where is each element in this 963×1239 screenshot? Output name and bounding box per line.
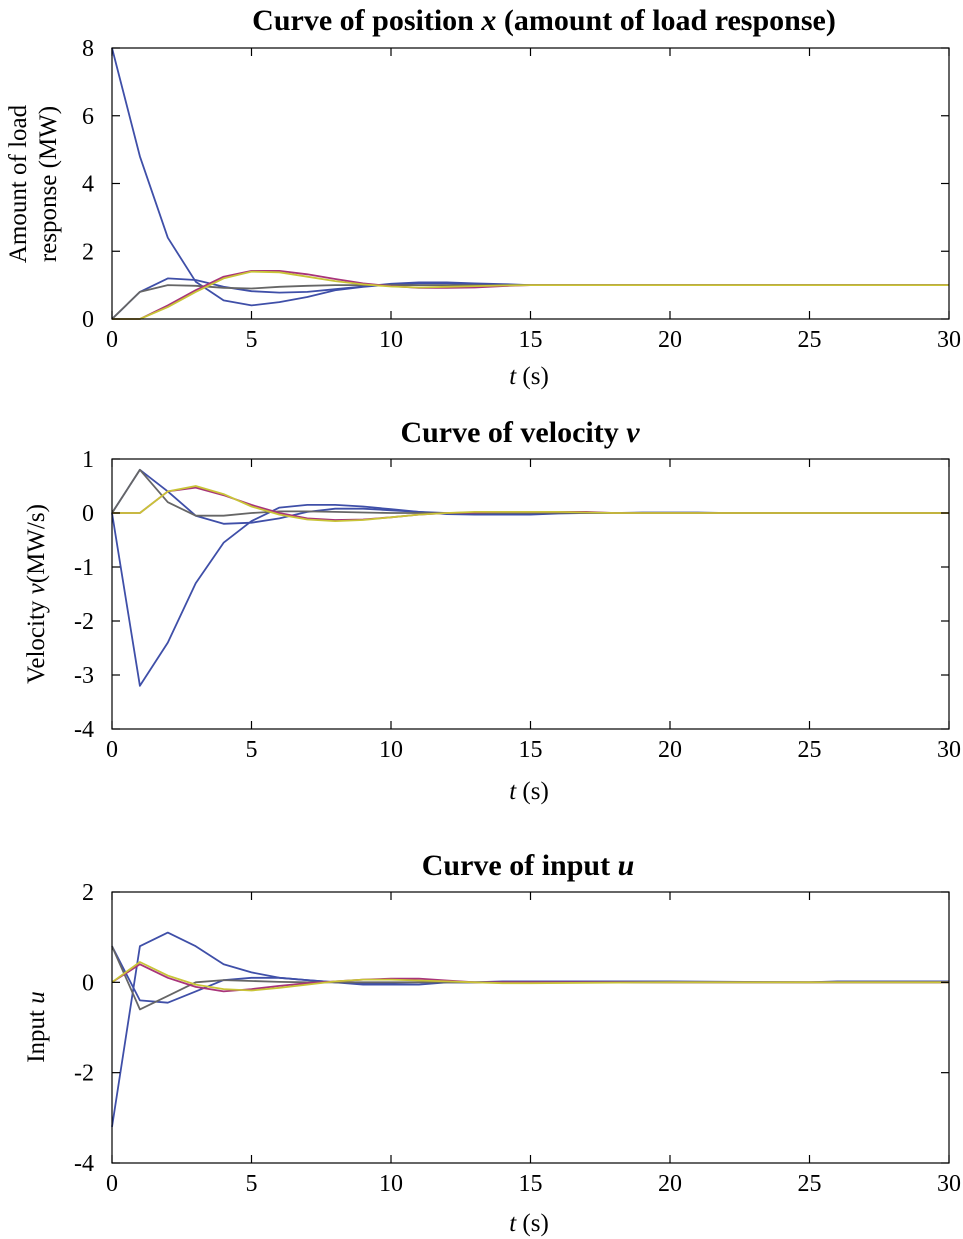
position-ytick-label: 6 [82, 104, 94, 130]
position-xtick-label: 10 [379, 327, 403, 353]
input-ytick-label: -4 [74, 1151, 94, 1177]
position-title: Curve of position x (amount of load resp… [252, 4, 836, 37]
panel-input: Curve of input u Input u t (s) 0 5 10 15 20 2… [23, 849, 961, 1237]
velocity-series-blue-1 [111, 503, 949, 687]
velocity-xtick-label: 30 [937, 737, 961, 763]
velocity-xlabel: t (s) [509, 778, 549, 805]
panel-velocity: Curve of velocity v Velocity v(MW/s) t (… [23, 416, 961, 805]
position-xtick-label: 20 [658, 327, 682, 353]
input-xtick-label: 15 [519, 1171, 543, 1197]
position-ytick-label: 0 [82, 307, 94, 333]
velocity-ytick-label: 0 [82, 501, 94, 527]
input-axes-box [111, 891, 950, 1164]
input-series-gray [111, 945, 949, 1011]
velocity-ytick-label: -3 [74, 663, 94, 689]
position-xtick-label: 30 [937, 327, 961, 353]
position-ytick-label: 8 [82, 36, 94, 62]
position-series-magenta [112, 269, 949, 320]
input-xlabel: t (s) [509, 1210, 549, 1237]
position-ytick-label: 2 [82, 239, 94, 265]
panel-position: Curve of position x (amount of load resp… [5, 4, 961, 390]
input-ytick-label: 0 [82, 970, 94, 996]
input-ylabel: Input u [23, 991, 50, 1063]
input-xtick-label: 25 [798, 1171, 822, 1197]
input-series-blue-2 [111, 945, 949, 1004]
velocity-series-yellow [112, 485, 949, 522]
input-plot-area: 0 5 10 15 20 25 30 -4 -2 0 2 [74, 880, 961, 1197]
velocity-xtick-label: 0 [106, 737, 118, 763]
input-ytick-label: 2 [82, 880, 94, 906]
position-series-blue-1 [111, 47, 949, 307]
velocity-title: Curve of velocity v [400, 416, 640, 449]
velocity-ytick-label: -2 [74, 609, 94, 635]
velocity-xtick-label: 10 [379, 737, 403, 763]
velocity-xtick-label: 5 [246, 737, 258, 763]
input-series-blue-1 [111, 931, 949, 1128]
velocity-xtick-label: 20 [658, 737, 682, 763]
position-series-blue-2 [111, 277, 949, 320]
velocity-series-blue-2 [111, 468, 949, 525]
position-xlabel: t (s) [509, 363, 549, 390]
position-ylabel-line2: response (MW) [35, 106, 62, 262]
input-series-yellow [111, 961, 949, 992]
velocity-xtick-label: 15 [519, 737, 543, 763]
position-ylabel-line1: Amount of load [5, 104, 32, 263]
input-ytick-label: -2 [74, 1061, 94, 1087]
velocity-plot-area: 0 5 10 15 20 25 30 -4 -3 -2 -1 0 1 [74, 447, 961, 763]
input-xtick-label: 30 [937, 1171, 961, 1197]
velocity-ytick-label: -4 [74, 717, 94, 743]
input-xtick-label: 10 [379, 1171, 403, 1197]
position-ytick-label: 4 [82, 172, 94, 198]
input-xtick-label: 5 [246, 1171, 258, 1197]
position-xtick-label: 25 [798, 327, 822, 353]
input-xtick-label: 0 [106, 1171, 118, 1197]
position-xtick-label: 15 [519, 327, 543, 353]
position-xtick-label: 0 [106, 327, 118, 353]
velocity-series-gray [111, 468, 949, 517]
position-series-yellow [112, 270, 949, 320]
position-axes-box [111, 47, 950, 320]
velocity-ytick-label: -1 [74, 555, 94, 581]
velocity-xtick-label: 25 [798, 737, 822, 763]
position-plot-area: 0 5 10 15 20 25 30 0 2 4 6 8 [82, 36, 961, 353]
velocity-ytick-label: 1 [82, 447, 94, 473]
input-xtick-label: 20 [658, 1171, 682, 1197]
position-xtick-label: 5 [246, 327, 258, 353]
input-title: Curve of input u [422, 849, 635, 882]
velocity-ylabel: Velocity v(MW/s) [23, 504, 50, 684]
